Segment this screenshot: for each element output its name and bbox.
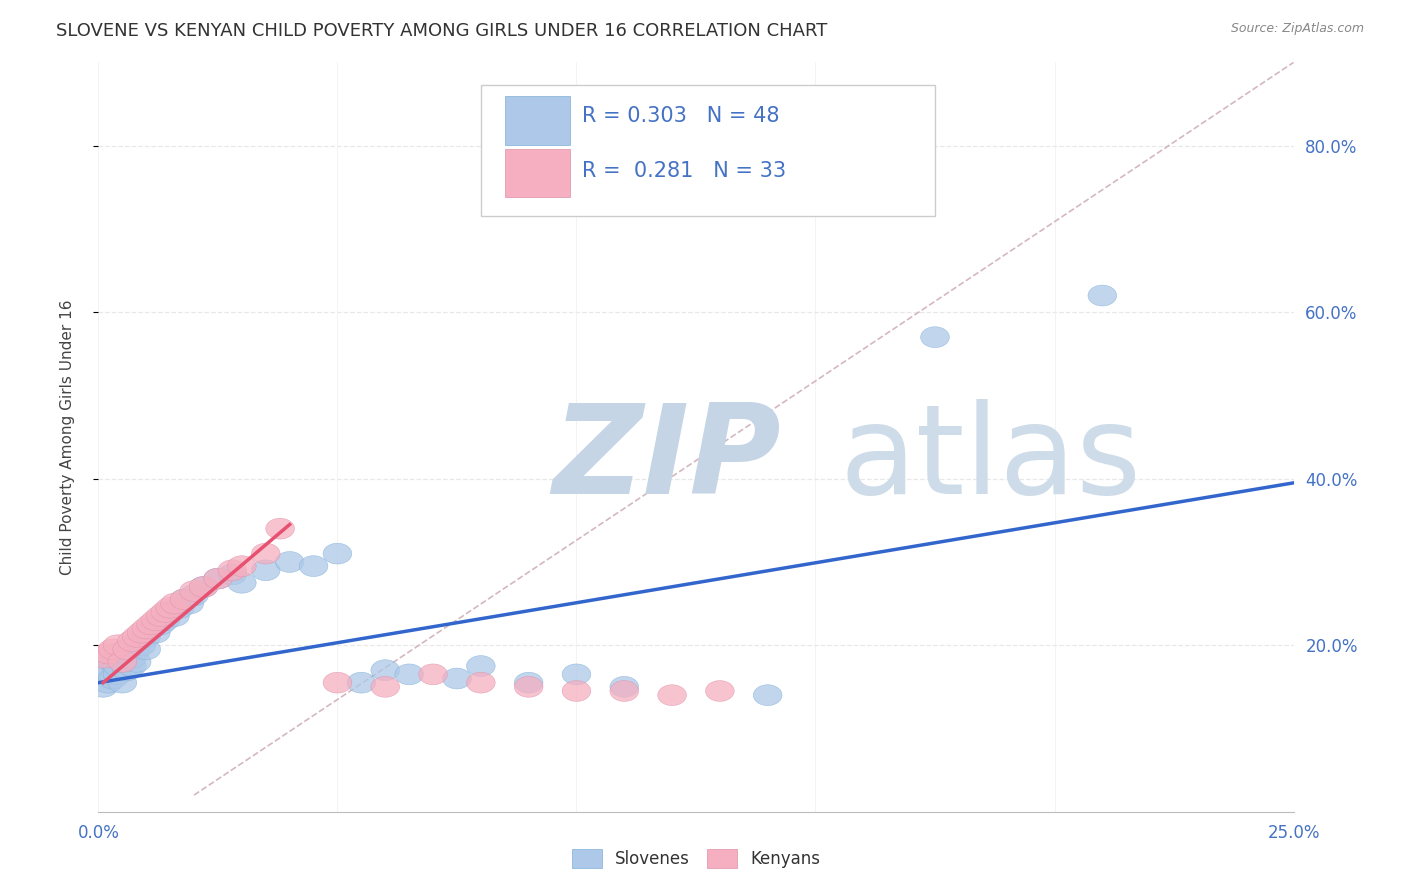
Ellipse shape xyxy=(103,656,132,676)
Ellipse shape xyxy=(323,673,352,693)
Ellipse shape xyxy=(122,639,150,660)
Ellipse shape xyxy=(156,601,184,623)
Ellipse shape xyxy=(170,589,198,610)
Ellipse shape xyxy=(89,676,118,698)
Ellipse shape xyxy=(174,593,204,614)
Ellipse shape xyxy=(127,623,156,643)
Ellipse shape xyxy=(228,573,256,593)
Ellipse shape xyxy=(610,676,638,698)
Ellipse shape xyxy=(103,664,132,685)
Ellipse shape xyxy=(204,568,232,589)
Ellipse shape xyxy=(118,656,146,676)
Ellipse shape xyxy=(180,585,208,606)
Ellipse shape xyxy=(467,673,495,693)
Ellipse shape xyxy=(132,618,160,639)
Ellipse shape xyxy=(127,635,156,656)
Ellipse shape xyxy=(146,606,174,626)
Ellipse shape xyxy=(160,606,190,626)
Ellipse shape xyxy=(108,651,136,673)
Ellipse shape xyxy=(136,618,166,639)
Ellipse shape xyxy=(156,598,184,618)
Ellipse shape xyxy=(515,673,543,693)
Ellipse shape xyxy=(204,568,232,589)
Ellipse shape xyxy=(467,656,495,676)
Ellipse shape xyxy=(98,668,127,689)
Text: Source: ZipAtlas.com: Source: ZipAtlas.com xyxy=(1230,22,1364,36)
Ellipse shape xyxy=(150,610,180,631)
Ellipse shape xyxy=(658,685,686,706)
Ellipse shape xyxy=(347,673,375,693)
Ellipse shape xyxy=(515,676,543,698)
Text: R =  0.281   N = 33: R = 0.281 N = 33 xyxy=(582,161,786,181)
Legend: Slovenes, Kenyans: Slovenes, Kenyans xyxy=(565,842,827,874)
Ellipse shape xyxy=(754,685,782,706)
Ellipse shape xyxy=(180,581,208,601)
Ellipse shape xyxy=(118,631,146,651)
Text: R = 0.303   N = 48: R = 0.303 N = 48 xyxy=(582,106,780,127)
Ellipse shape xyxy=(94,660,122,681)
Ellipse shape xyxy=(132,639,160,660)
Y-axis label: Child Poverty Among Girls Under 16: Child Poverty Among Girls Under 16 xyxy=(60,300,75,574)
Ellipse shape xyxy=(160,593,190,614)
Ellipse shape xyxy=(190,576,218,598)
Ellipse shape xyxy=(112,639,142,660)
Ellipse shape xyxy=(98,651,127,673)
Ellipse shape xyxy=(323,543,352,564)
Ellipse shape xyxy=(218,564,246,585)
Ellipse shape xyxy=(395,664,423,685)
Ellipse shape xyxy=(299,556,328,576)
Ellipse shape xyxy=(108,648,136,668)
FancyBboxPatch shape xyxy=(505,149,571,197)
Ellipse shape xyxy=(276,551,304,573)
Ellipse shape xyxy=(170,589,198,610)
Ellipse shape xyxy=(706,681,734,701)
Ellipse shape xyxy=(108,673,136,693)
FancyBboxPatch shape xyxy=(505,96,571,145)
FancyBboxPatch shape xyxy=(481,85,935,216)
Ellipse shape xyxy=(252,543,280,564)
Ellipse shape xyxy=(112,660,142,681)
Ellipse shape xyxy=(419,664,447,685)
Text: ZIP: ZIP xyxy=(553,399,782,520)
Ellipse shape xyxy=(118,648,146,668)
Ellipse shape xyxy=(610,681,638,701)
Ellipse shape xyxy=(562,681,591,701)
Ellipse shape xyxy=(443,668,471,689)
Ellipse shape xyxy=(921,326,949,348)
Ellipse shape xyxy=(146,614,174,635)
Ellipse shape xyxy=(142,610,170,631)
Ellipse shape xyxy=(122,651,150,673)
Ellipse shape xyxy=(98,639,127,660)
Ellipse shape xyxy=(1088,285,1116,306)
Ellipse shape xyxy=(166,598,194,618)
Ellipse shape xyxy=(132,626,160,648)
Ellipse shape xyxy=(190,576,218,598)
Ellipse shape xyxy=(218,560,246,581)
Ellipse shape xyxy=(252,560,280,581)
Ellipse shape xyxy=(89,648,118,668)
Ellipse shape xyxy=(94,673,122,693)
Ellipse shape xyxy=(266,518,294,539)
Ellipse shape xyxy=(103,635,132,656)
Ellipse shape xyxy=(142,623,170,643)
Ellipse shape xyxy=(371,676,399,698)
Ellipse shape xyxy=(89,664,118,685)
Ellipse shape xyxy=(371,660,399,681)
Ellipse shape xyxy=(122,626,150,648)
Ellipse shape xyxy=(228,556,256,576)
Ellipse shape xyxy=(94,643,122,664)
Ellipse shape xyxy=(136,614,166,635)
Ellipse shape xyxy=(562,664,591,685)
Text: atlas: atlas xyxy=(839,399,1142,520)
Ellipse shape xyxy=(150,601,180,623)
Text: SLOVENE VS KENYAN CHILD POVERTY AMONG GIRLS UNDER 16 CORRELATION CHART: SLOVENE VS KENYAN CHILD POVERTY AMONG GI… xyxy=(56,22,828,40)
Ellipse shape xyxy=(112,643,142,664)
